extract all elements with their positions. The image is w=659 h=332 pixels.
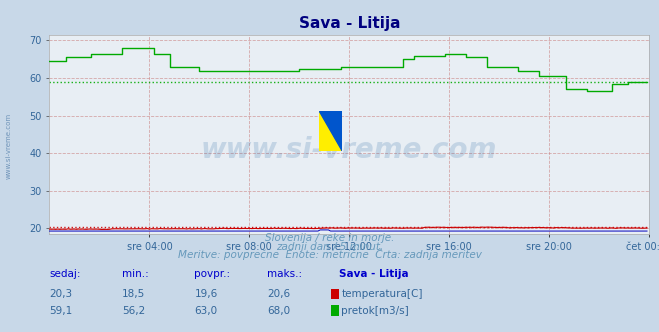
Text: temperatura[C]: temperatura[C] (341, 289, 423, 299)
Text: 56,2: 56,2 (122, 306, 145, 316)
Text: 68,0: 68,0 (267, 306, 290, 316)
Text: Meritve: povprečne  Enote: metrične  Črta: zadnja meritev: Meritve: povprečne Enote: metrične Črta:… (177, 248, 482, 260)
Text: 20,3: 20,3 (49, 289, 72, 299)
Polygon shape (319, 111, 342, 151)
Text: 63,0: 63,0 (194, 306, 217, 316)
Text: 18,5: 18,5 (122, 289, 145, 299)
Text: 59,1: 59,1 (49, 306, 72, 316)
Text: 20,6: 20,6 (267, 289, 290, 299)
Title: Sava - Litija: Sava - Litija (299, 16, 400, 31)
Polygon shape (319, 111, 342, 151)
Text: povpr.:: povpr.: (194, 269, 231, 279)
Text: www.si-vreme.com: www.si-vreme.com (5, 113, 11, 179)
Text: Sava - Litija: Sava - Litija (339, 269, 409, 279)
Text: zadnji dan / 5 minut.: zadnji dan / 5 minut. (276, 242, 383, 252)
Text: 19,6: 19,6 (194, 289, 217, 299)
Text: pretok[m3/s]: pretok[m3/s] (341, 306, 409, 316)
Text: Slovenija / reke in morje.: Slovenija / reke in morje. (265, 233, 394, 243)
Text: maks.:: maks.: (267, 269, 302, 279)
Text: min.:: min.: (122, 269, 149, 279)
Text: www.si-vreme.com: www.si-vreme.com (201, 136, 498, 164)
Text: sedaj:: sedaj: (49, 269, 81, 279)
